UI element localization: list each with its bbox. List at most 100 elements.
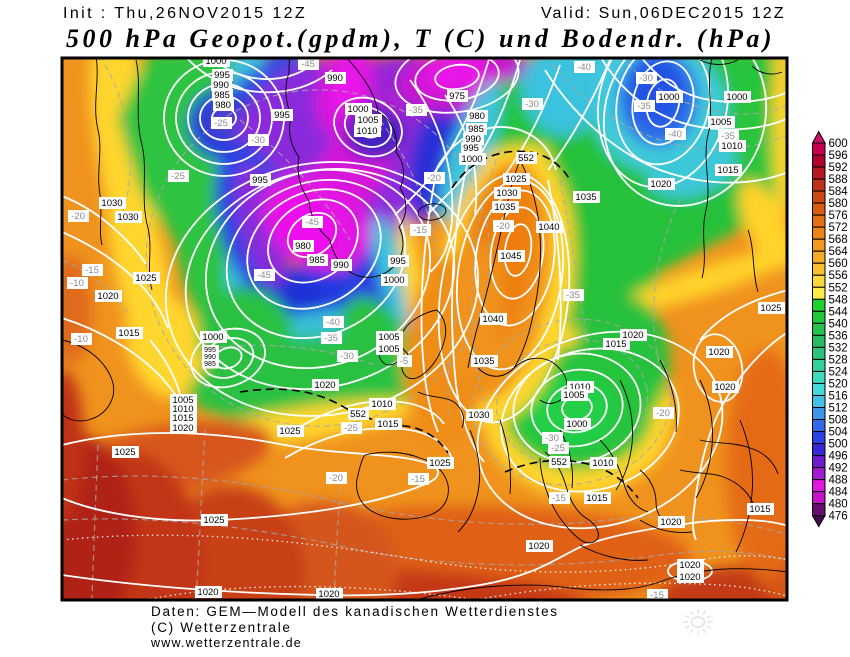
svg-text:524: 524 bbox=[829, 366, 849, 378]
svg-text:1020: 1020 bbox=[679, 572, 700, 583]
svg-text:-25: -25 bbox=[551, 443, 565, 454]
svg-text:1015: 1015 bbox=[717, 165, 738, 176]
svg-text:1020: 1020 bbox=[318, 589, 339, 600]
svg-text:1020: 1020 bbox=[172, 423, 193, 434]
svg-text:1020: 1020 bbox=[714, 382, 735, 393]
svg-text:532: 532 bbox=[829, 342, 848, 354]
svg-text:1010: 1010 bbox=[172, 404, 193, 415]
svg-text:508: 508 bbox=[829, 415, 848, 427]
svg-text:536: 536 bbox=[829, 330, 848, 342]
svg-text:-25: -25 bbox=[214, 118, 228, 129]
svg-text:1005: 1005 bbox=[357, 115, 378, 126]
svg-text:1000: 1000 bbox=[202, 332, 223, 343]
svg-text:1000: 1000 bbox=[461, 154, 482, 165]
svg-text:1040: 1040 bbox=[482, 314, 503, 325]
svg-text:516: 516 bbox=[829, 391, 848, 403]
svg-text:-10: -10 bbox=[74, 334, 88, 345]
svg-text:544: 544 bbox=[829, 306, 849, 318]
svg-text:548: 548 bbox=[829, 294, 848, 306]
svg-text:1020: 1020 bbox=[528, 541, 549, 552]
svg-text:1000: 1000 bbox=[726, 92, 747, 103]
svg-text:1025: 1025 bbox=[114, 447, 135, 458]
svg-text:1000: 1000 bbox=[205, 56, 226, 67]
svg-text:-20: -20 bbox=[427, 173, 441, 184]
svg-text:1005: 1005 bbox=[710, 117, 731, 128]
svg-text:512: 512 bbox=[829, 403, 848, 415]
svg-text:580: 580 bbox=[829, 198, 848, 210]
svg-text:990: 990 bbox=[465, 134, 481, 145]
svg-text:1025: 1025 bbox=[429, 458, 450, 469]
svg-text:600: 600 bbox=[829, 138, 848, 150]
svg-text:1015: 1015 bbox=[172, 413, 193, 424]
svg-text:1020: 1020 bbox=[660, 517, 681, 528]
svg-text:-20: -20 bbox=[656, 408, 670, 419]
svg-text:1010: 1010 bbox=[721, 141, 742, 152]
svg-text:1005: 1005 bbox=[378, 344, 399, 355]
svg-text:995: 995 bbox=[463, 143, 479, 154]
svg-text:556: 556 bbox=[829, 270, 848, 282]
svg-text:1015: 1015 bbox=[605, 339, 626, 350]
svg-text:1015: 1015 bbox=[586, 493, 607, 504]
svg-text:990: 990 bbox=[333, 260, 349, 271]
svg-text:1015: 1015 bbox=[118, 328, 139, 339]
svg-text:500: 500 bbox=[829, 439, 848, 451]
svg-text:496: 496 bbox=[829, 451, 848, 463]
svg-text:-20: -20 bbox=[329, 473, 343, 484]
svg-text:-25: -25 bbox=[171, 171, 185, 182]
svg-text:484: 484 bbox=[829, 487, 849, 499]
svg-text:-35: -35 bbox=[637, 101, 651, 112]
svg-text:552: 552 bbox=[551, 457, 567, 468]
svg-text:-15: -15 bbox=[411, 474, 425, 485]
svg-text:1025: 1025 bbox=[135, 273, 156, 284]
svg-text:985: 985 bbox=[204, 361, 216, 368]
svg-text:572: 572 bbox=[829, 222, 848, 234]
svg-text:552: 552 bbox=[518, 153, 534, 164]
svg-text:540: 540 bbox=[829, 318, 848, 330]
svg-text:1030: 1030 bbox=[468, 410, 489, 421]
svg-text:1035: 1035 bbox=[575, 192, 596, 203]
svg-text:1025: 1025 bbox=[760, 303, 781, 314]
svg-text:1045: 1045 bbox=[500, 251, 521, 262]
svg-text:520: 520 bbox=[829, 379, 848, 391]
svg-text:1020: 1020 bbox=[97, 291, 118, 302]
svg-text:-40: -40 bbox=[326, 317, 340, 328]
svg-text:476: 476 bbox=[829, 511, 848, 523]
svg-text:-30: -30 bbox=[639, 73, 653, 84]
svg-text:-30: -30 bbox=[525, 99, 539, 110]
svg-text:576: 576 bbox=[829, 210, 848, 222]
svg-text:995: 995 bbox=[252, 175, 268, 186]
svg-text:980: 980 bbox=[215, 100, 231, 111]
svg-text:990: 990 bbox=[327, 73, 343, 84]
svg-text:564: 564 bbox=[829, 246, 849, 258]
svg-text:1035: 1035 bbox=[494, 202, 515, 213]
svg-text:1025: 1025 bbox=[203, 515, 224, 526]
svg-text:592: 592 bbox=[829, 162, 848, 174]
svg-text:1010: 1010 bbox=[371, 399, 392, 410]
svg-text:1025: 1025 bbox=[505, 174, 526, 185]
svg-text:995: 995 bbox=[204, 347, 216, 354]
svg-text:-10: -10 bbox=[70, 278, 84, 289]
svg-text:552: 552 bbox=[829, 282, 848, 294]
svg-text:-30: -30 bbox=[545, 433, 559, 444]
svg-text:-15: -15 bbox=[650, 590, 664, 601]
svg-text:488: 488 bbox=[829, 475, 848, 487]
svg-text:1020: 1020 bbox=[197, 587, 218, 598]
svg-text:-5: -5 bbox=[400, 356, 408, 367]
svg-text:1025: 1025 bbox=[279, 426, 300, 437]
svg-text:-45: -45 bbox=[301, 59, 315, 70]
svg-text:-35: -35 bbox=[324, 333, 338, 344]
svg-text:1005: 1005 bbox=[378, 332, 399, 343]
svg-text:1020: 1020 bbox=[314, 380, 335, 391]
svg-text:596: 596 bbox=[829, 150, 848, 162]
svg-text:-45: -45 bbox=[305, 217, 319, 228]
svg-text:492: 492 bbox=[829, 463, 848, 475]
svg-text:-40: -40 bbox=[668, 129, 682, 140]
svg-text:1000: 1000 bbox=[566, 419, 587, 430]
svg-text:990: 990 bbox=[213, 80, 229, 91]
svg-text:-20: -20 bbox=[496, 221, 510, 232]
svg-text:1000: 1000 bbox=[383, 275, 404, 286]
svg-text:1040: 1040 bbox=[538, 222, 559, 233]
svg-text:985: 985 bbox=[309, 255, 325, 266]
svg-text:1030: 1030 bbox=[496, 188, 517, 199]
svg-text:1020: 1020 bbox=[650, 179, 671, 190]
